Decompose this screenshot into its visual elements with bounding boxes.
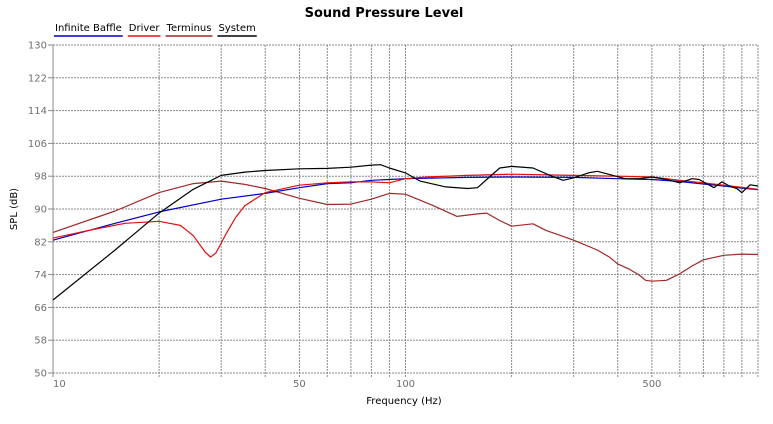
y-tick-label: 74: [34, 270, 47, 281]
y-tick-label: 82: [34, 237, 47, 248]
series-line-terminus: [52, 180, 759, 282]
y-tick-label: 114: [28, 106, 47, 117]
legend-item-infinite-baffle: Infinite Baffle: [54, 23, 123, 37]
x-axis-label: Frequency (Hz): [366, 396, 442, 407]
y-tick-label: 106: [28, 139, 47, 150]
y-tick-label: 50: [34, 369, 47, 380]
y-tick-label: 66: [34, 303, 47, 314]
x-tick-label: 500: [642, 379, 661, 390]
y-tick-label: 58: [34, 336, 47, 347]
x-tick-label: 10: [53, 379, 66, 390]
legend-item-system: System: [217, 23, 257, 37]
legend-label: Terminus: [166, 23, 212, 34]
legend-item-terminus: Terminus: [165, 23, 213, 37]
legend-label: Driver: [129, 23, 161, 34]
legend: Infinite Baffle Driver Terminus System: [54, 23, 257, 37]
y-tick-label: 122: [28, 73, 47, 84]
x-tick-label: 100: [396, 379, 415, 390]
series-group: [52, 164, 759, 301]
legend-item-driver: Driver: [127, 23, 161, 37]
series-line-system: [52, 164, 759, 301]
grid: [48, 44, 759, 377]
y-tick-label: 90: [34, 205, 47, 216]
y-tick-label: 130: [28, 41, 47, 52]
y-axis-label: SPL (dB): [9, 188, 20, 230]
legend-label: System: [218, 23, 255, 34]
y-tick-label: 98: [34, 172, 47, 183]
y-axis-ticks: 130 122 114 106 98 90 82 74 66 58 50: [28, 41, 47, 380]
x-axis-ticks: 10 50 100 500: [53, 379, 661, 390]
x-tick-label: 50: [293, 379, 306, 390]
legend-label: Infinite Baffle: [55, 23, 122, 34]
chart-title: Sound Pressure Level: [305, 6, 464, 21]
